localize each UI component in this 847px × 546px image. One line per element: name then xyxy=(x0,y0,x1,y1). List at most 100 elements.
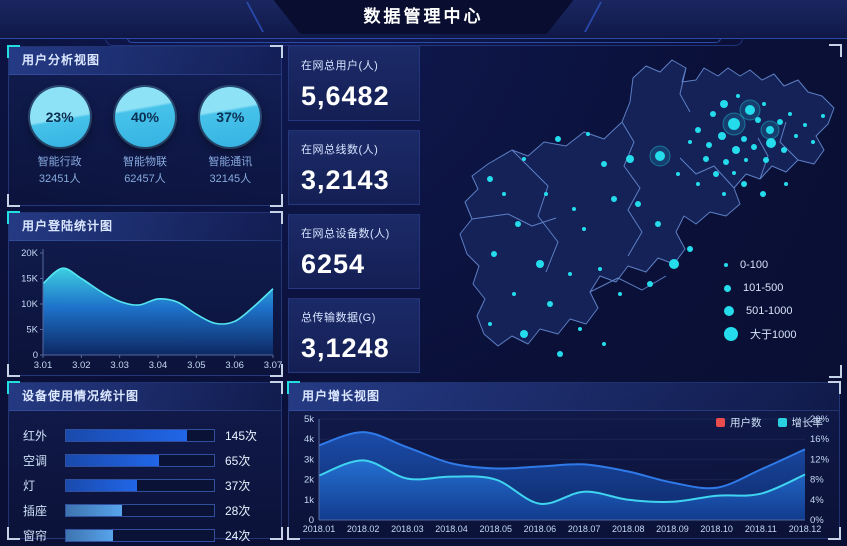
panel-title-user-analysis: 用户分析视图 xyxy=(9,47,281,75)
header-slash-right xyxy=(583,2,602,32)
circle-percent: 37% xyxy=(216,109,245,125)
bar-label: 空调 xyxy=(23,453,48,468)
panel-user-growth: 用户增长视图 用户数 增长率 0 1k 2k 3k 4k 5k 0% 4% 8% 12% 16% 20%… xyxy=(287,381,841,540)
svg-text:3k: 3k xyxy=(304,454,314,465)
bar-label: 窗帘 xyxy=(23,528,48,543)
svg-text:2018.11: 2018.11 xyxy=(745,524,777,534)
stat-label: 在网总线数(人) xyxy=(301,144,379,156)
bar-fill xyxy=(66,529,114,541)
svg-text:2018.06: 2018.06 xyxy=(524,524,557,534)
stat-label: 总传输数据(G) xyxy=(301,312,376,324)
corner-bracket-icon xyxy=(7,194,20,207)
panel-map: 0-100 101-500 501-1000 大于1000 xyxy=(428,44,842,378)
liquid-fill-circle: 23% xyxy=(29,87,90,147)
bar-fill xyxy=(66,429,188,441)
bar-track xyxy=(65,453,215,467)
liquid-fill-circle: 40% xyxy=(114,87,175,147)
panel-login-stats: 用户登陆统计图 0 5K 10K 15K 20K 3.01 3.02 3.03 3.04 3.05… xyxy=(7,211,283,377)
bar-fill xyxy=(66,479,138,491)
liquid-circle-charts: 23% 智能行政 32451人 40% 智能物联 62457人 37% 智能通讯 32145人 xyxy=(9,75,281,187)
svg-text:4%: 4% xyxy=(810,495,824,506)
liquid-circle: 37% 智能通讯 32145人 xyxy=(188,87,272,187)
bar-track xyxy=(65,428,215,442)
bar-label: 插座 xyxy=(23,503,48,518)
svg-text:2018.07: 2018.07 xyxy=(568,524,601,534)
map-legend-item[interactable]: 101-500 xyxy=(724,281,836,295)
legend-label: 用户数 xyxy=(730,417,762,429)
chart-legend-item[interactable]: 增长率 xyxy=(777,415,824,430)
map-legend: 0-100 101-500 501-1000 大于1000 xyxy=(724,258,836,350)
stat-card-total-data: 总传输数据(G) 3,1248 xyxy=(288,298,420,373)
svg-text:10K: 10K xyxy=(21,299,39,310)
bar-row: 插座 28次 xyxy=(23,500,267,520)
bar-row: 空调 65次 xyxy=(23,450,267,470)
stat-value: 3,1248 xyxy=(301,333,390,363)
stat-card-total-devices: 在网总设备数(人) 6254 xyxy=(288,214,420,289)
legend-dot-icon xyxy=(724,306,734,316)
panel-title-login-stats: 用户登陆统计图 xyxy=(9,213,281,241)
header-bar: 数据管理中心 xyxy=(0,0,847,39)
stat-label: 在网总设备数(人) xyxy=(301,228,390,240)
svg-text:3.01: 3.01 xyxy=(34,360,53,371)
bar-value: 37次 xyxy=(225,478,251,493)
bar-fill xyxy=(66,504,123,516)
svg-text:3.04: 3.04 xyxy=(149,360,168,371)
liquid-circle: 23% 智能行政 32451人 xyxy=(17,87,101,187)
svg-text:5K: 5K xyxy=(26,325,38,336)
login-area-chart: 0 5K 10K 15K 20K 3.01 3.02 3.03 3.04 3.05 3.06 3.07 xyxy=(21,248,282,371)
stat-value: 5,6482 xyxy=(301,81,390,111)
stat-card-total-lines: 在网总线数(人) 3,2143 xyxy=(288,130,420,205)
circle-label: 智能物联 62457人 xyxy=(122,156,167,185)
svg-text:16%: 16% xyxy=(810,434,830,445)
header-slash-left xyxy=(245,2,264,32)
legend-label: 增长率 xyxy=(791,417,824,429)
stat-value: 6254 xyxy=(301,249,366,279)
bar-label: 灯 xyxy=(23,478,36,493)
svg-text:2018.05: 2018.05 xyxy=(479,524,512,534)
region-map xyxy=(459,59,835,357)
chart-legend-item[interactable]: 用户数 xyxy=(716,415,762,430)
map-legend-item[interactable]: 大于1000 xyxy=(724,327,836,341)
svg-text:8%: 8% xyxy=(810,475,824,486)
legend-label: 501-1000 xyxy=(746,305,793,317)
svg-text:2018.09: 2018.09 xyxy=(656,524,689,534)
panel-user-analysis: 用户分析视图 23% 智能行政 32451人 40% 智能物联 62457人 37% 智能通讯… xyxy=(7,45,283,207)
bar-fill xyxy=(66,454,160,466)
stat-value: 3,2143 xyxy=(301,165,390,195)
bar-track xyxy=(65,528,215,542)
map-legend-item[interactable]: 501-1000 xyxy=(724,304,836,318)
svg-text:2018.03: 2018.03 xyxy=(391,524,424,534)
legend-label: 大于1000 xyxy=(750,329,797,341)
svg-text:2018.01: 2018.01 xyxy=(303,524,336,534)
svg-text:0: 0 xyxy=(33,350,38,361)
svg-text:3.02: 3.02 xyxy=(72,360,91,371)
stat-card-total-users: 在网总用户(人) 5,6482 xyxy=(288,46,420,121)
circle-percent: 23% xyxy=(45,109,74,125)
device-bar-chart: 红外 145次 空调 65次灯 37次插座 28次窗帘 24次 xyxy=(9,411,281,545)
svg-text:20%: 20% xyxy=(810,414,830,425)
svg-text:3.03: 3.03 xyxy=(110,360,129,371)
legend-label: 0-100 xyxy=(740,259,769,271)
svg-text:5k: 5k xyxy=(304,414,314,425)
bar-row: 窗帘 24次 xyxy=(23,525,267,545)
bar-value: 145次 xyxy=(225,428,258,443)
legend-dot-icon xyxy=(724,327,738,341)
legend-swatch-icon xyxy=(777,418,787,427)
bar-row: 红外 145次 xyxy=(23,425,267,445)
svg-text:4k: 4k xyxy=(304,434,314,445)
liquid-circle: 40% 智能物联 62457人 xyxy=(103,87,187,187)
circle-percent: 40% xyxy=(130,109,159,125)
circle-label: 智能行政 32451人 xyxy=(37,156,82,185)
legend-label: 101-500 xyxy=(743,282,784,294)
panel-title-device-usage: 设备使用情况统计图 xyxy=(9,383,281,411)
stat-label: 在网总用户(人) xyxy=(301,60,379,72)
bar-value: 24次 xyxy=(225,528,251,543)
growth-chart-legend: 用户数 增长率 xyxy=(716,415,823,430)
legend-dot-icon xyxy=(724,263,728,267)
svg-text:2018.12: 2018.12 xyxy=(789,524,822,534)
svg-text:2018.08: 2018.08 xyxy=(612,524,645,534)
map-legend-item[interactable]: 0-100 xyxy=(724,258,836,272)
page-title: 数据管理中心 xyxy=(363,7,484,26)
svg-text:15K: 15K xyxy=(21,274,39,285)
legend-dot-icon xyxy=(724,284,731,292)
